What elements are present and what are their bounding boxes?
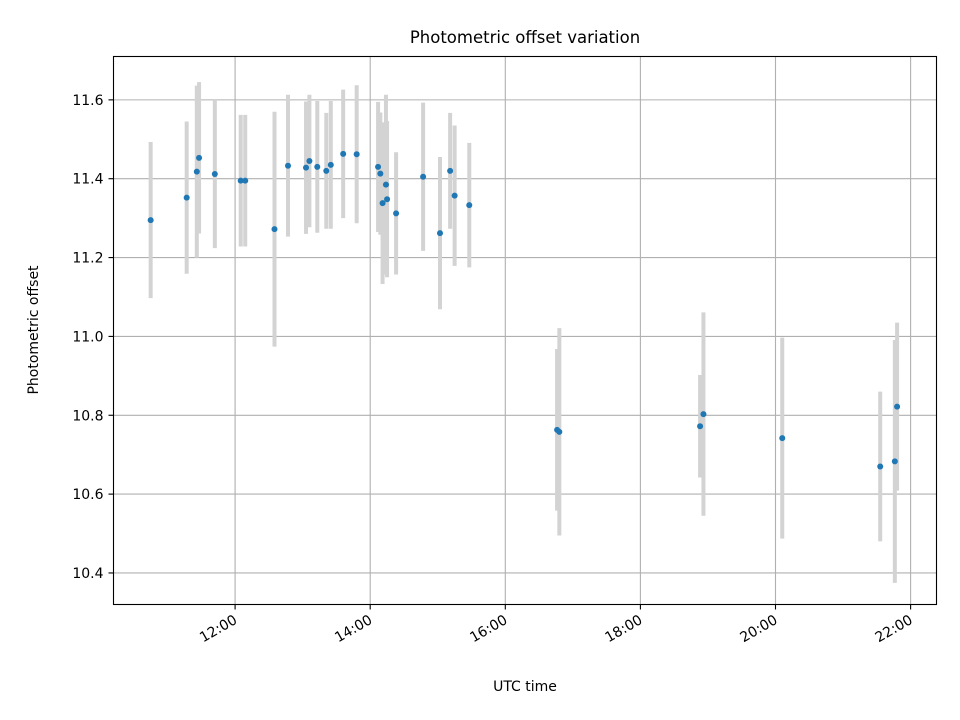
y-tick-label: 10.4 — [72, 566, 103, 582]
data-point — [285, 162, 292, 169]
data-point — [303, 164, 310, 171]
data-point — [384, 196, 391, 203]
data-point — [306, 157, 313, 164]
plot-frame — [112, 55, 938, 606]
data-point — [877, 463, 884, 470]
data-point — [436, 230, 443, 237]
data-point — [193, 168, 200, 175]
y-tick-label: 11.0 — [72, 329, 103, 345]
data-point — [271, 226, 278, 233]
data-point — [314, 163, 321, 170]
y-axis-label: Photometric offset — [26, 265, 42, 395]
data-point — [375, 163, 382, 170]
chart-title: Photometric offset variation — [410, 28, 640, 47]
data-point — [377, 170, 384, 177]
data-point — [242, 177, 249, 184]
data-point — [340, 150, 347, 157]
data-point — [327, 161, 334, 168]
grid — [113, 56, 937, 605]
data-point — [211, 170, 218, 177]
data-point — [353, 151, 360, 158]
y-tick-label: 11.6 — [72, 93, 103, 109]
data-point — [420, 173, 427, 180]
data-point — [237, 177, 244, 184]
data-point — [556, 428, 563, 435]
data-point — [700, 411, 707, 418]
data-point — [891, 458, 898, 465]
data-point — [451, 192, 458, 199]
data-point — [779, 435, 786, 442]
y-tick-label: 11.2 — [72, 251, 103, 267]
data-point — [466, 202, 473, 209]
y-tick-label: 10.6 — [72, 487, 103, 503]
x-axis-label: UTC time — [493, 679, 557, 695]
data-point — [894, 403, 901, 410]
y-axis: 10.4 10.6 10.8 11.0 11.2 11.4 11.6 — [72, 93, 114, 582]
data-point — [379, 200, 386, 207]
data-point — [183, 194, 190, 201]
data-point — [147, 217, 154, 224]
y-tick-label: 11.4 — [72, 172, 103, 188]
y-tick-label: 10.8 — [72, 408, 103, 424]
data-point — [393, 210, 400, 217]
data-point — [382, 181, 389, 188]
data-point — [196, 154, 203, 161]
data-points — [147, 150, 901, 470]
data-point — [323, 167, 330, 174]
data-point — [447, 167, 454, 174]
data-point — [697, 423, 704, 430]
